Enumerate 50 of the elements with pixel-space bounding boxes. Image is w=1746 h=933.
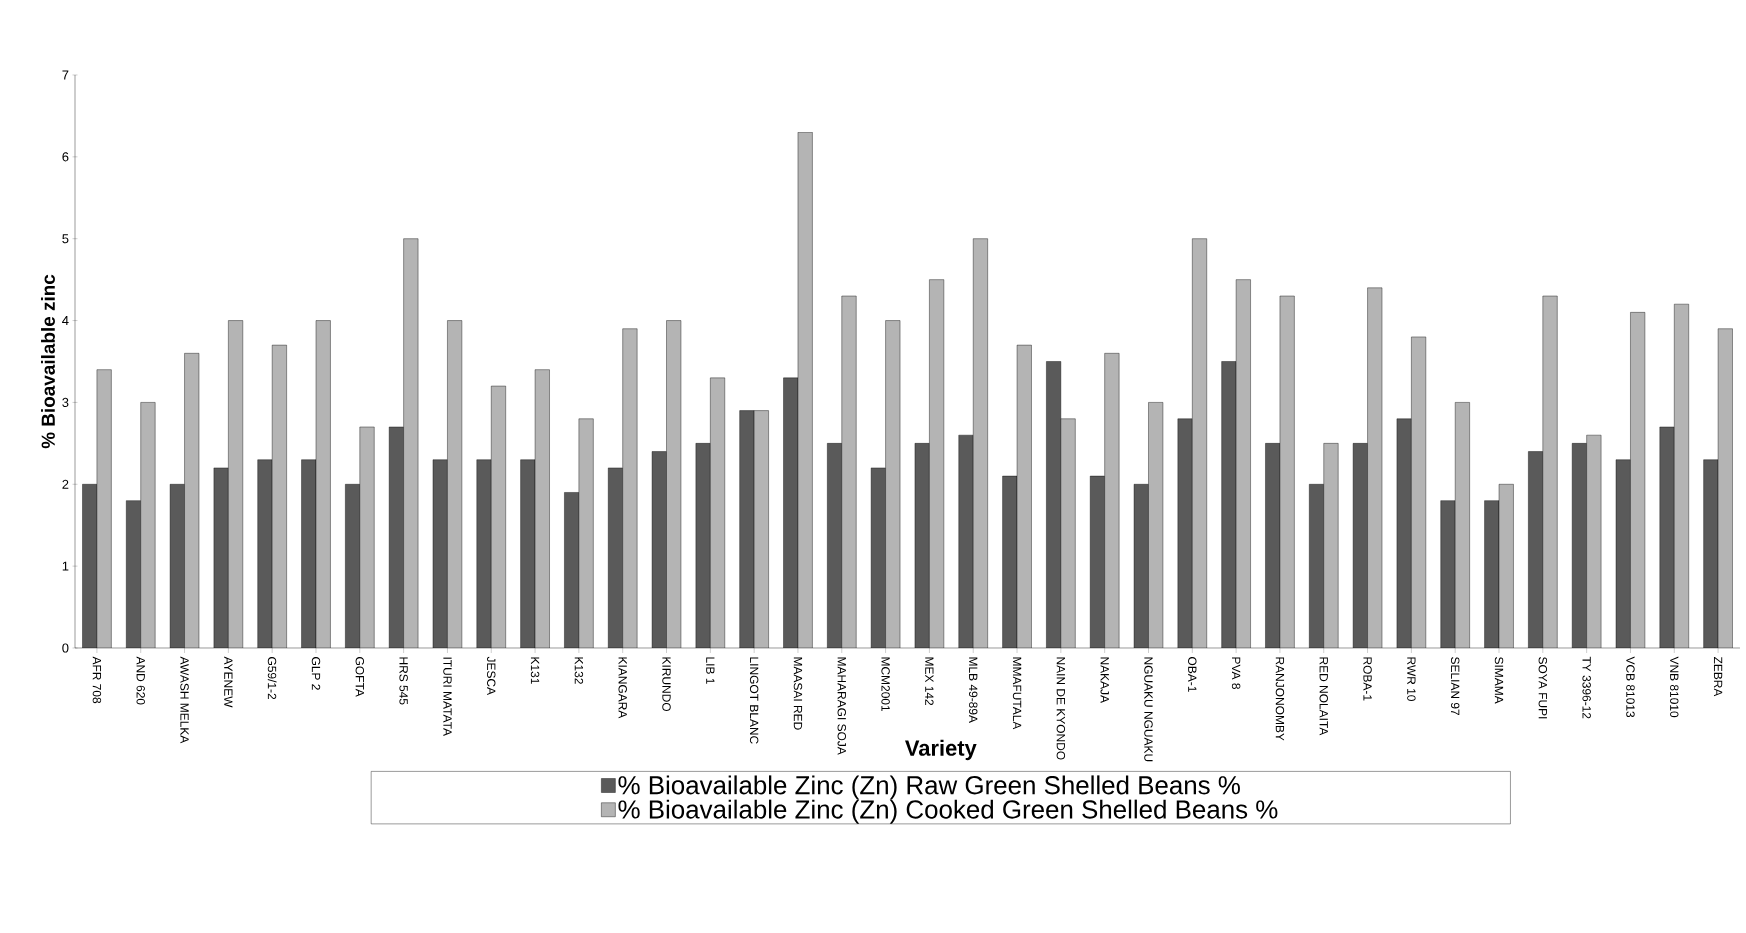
x-tick-label: RWR 10: [1407, 657, 1416, 701]
x-tick-label: OBA-1: [1188, 657, 1197, 692]
x-tick-label: MCM2001: [881, 657, 890, 712]
x-tick-label: PVA 8: [1231, 657, 1241, 689]
x-tick-label: NAIN DE KYONDO: [1056, 657, 1066, 760]
x-tick-label: SELIAN 97: [1450, 657, 1460, 716]
x-tick-label: TY 3396-12: [1582, 656, 1591, 719]
x-tick-label: LINGOT BLANC: [749, 657, 759, 744]
legend-label: % Bioavailable Zinc (Zn) Cooked Green Shelled Beans %: [618, 799, 1278, 824]
x-tick-label: ROBA-1: [1363, 657, 1372, 701]
y-axis-title: % Bioavailable zinc: [41, 274, 55, 449]
x-tick-label: RED NOLAITA: [1319, 657, 1328, 736]
x-tick-label: SIMAMA: [1494, 657, 1504, 704]
y-tick-label: 4: [62, 316, 69, 326]
x-tick-label: GLP 2: [311, 657, 321, 690]
x-tick-label: VNB 81010: [1670, 656, 1679, 718]
y-tick-label: 5: [62, 234, 69, 244]
x-tick-label: KIRUNDO: [662, 657, 671, 712]
y-tick-label: 7: [62, 70, 69, 80]
x-tick-label: MAASAI RED: [793, 657, 803, 730]
x-tick-label: ITURI MATATA: [443, 657, 452, 736]
y-tick-label: 1: [62, 561, 69, 571]
x-tick-label: SOYA FUPI: [1538, 657, 1548, 719]
y-tick-label: 2: [62, 479, 69, 489]
x-tick-label: ZEBRA: [1713, 656, 1723, 697]
x-tick-label: GOFTA: [355, 657, 365, 697]
y-tick-label: 3: [62, 397, 69, 407]
x-tick-label: AND 620: [136, 656, 145, 705]
x-tick-label: NAKAJA: [1100, 657, 1109, 703]
y-tick-label: 6: [62, 152, 69, 162]
legend-label: % Bioavailable Zinc (Zn) Raw Green Shelled Beans %: [618, 775, 1240, 800]
x-axis-title: Variety: [905, 739, 977, 761]
x-tick-label: RANJONOMBY: [1275, 657, 1285, 741]
x-tick-label: AFR 708: [92, 656, 102, 704]
x-tick-label: NGUAKU NGUAKU: [1144, 657, 1153, 762]
x-tick-label: JESCA: [487, 656, 496, 696]
x-tick-label: LIB 1: [706, 657, 715, 684]
y-tick-label: 0: [62, 643, 69, 653]
x-tick-label: K131: [530, 657, 540, 684]
x-tick-label: K132: [574, 657, 584, 684]
x-tick-label: G59/1-2: [267, 657, 277, 700]
x-tick-label: MMAFUTALA: [1012, 657, 1022, 730]
x-tick-label: MAHARAGI SOJA: [837, 657, 846, 755]
x-tick-label: AYENEW: [224, 656, 233, 708]
x-tick-label: MEX 142: [925, 657, 934, 706]
x-tick-label: MLB 49-89A: [969, 657, 978, 723]
x-tick-label: KIANGARA: [618, 657, 627, 719]
x-tick-label: VCB 81013: [1626, 656, 1635, 718]
x-tick-label: AWASH MELKA: [180, 656, 189, 744]
x-tick-label: HRS 545: [399, 657, 408, 705]
